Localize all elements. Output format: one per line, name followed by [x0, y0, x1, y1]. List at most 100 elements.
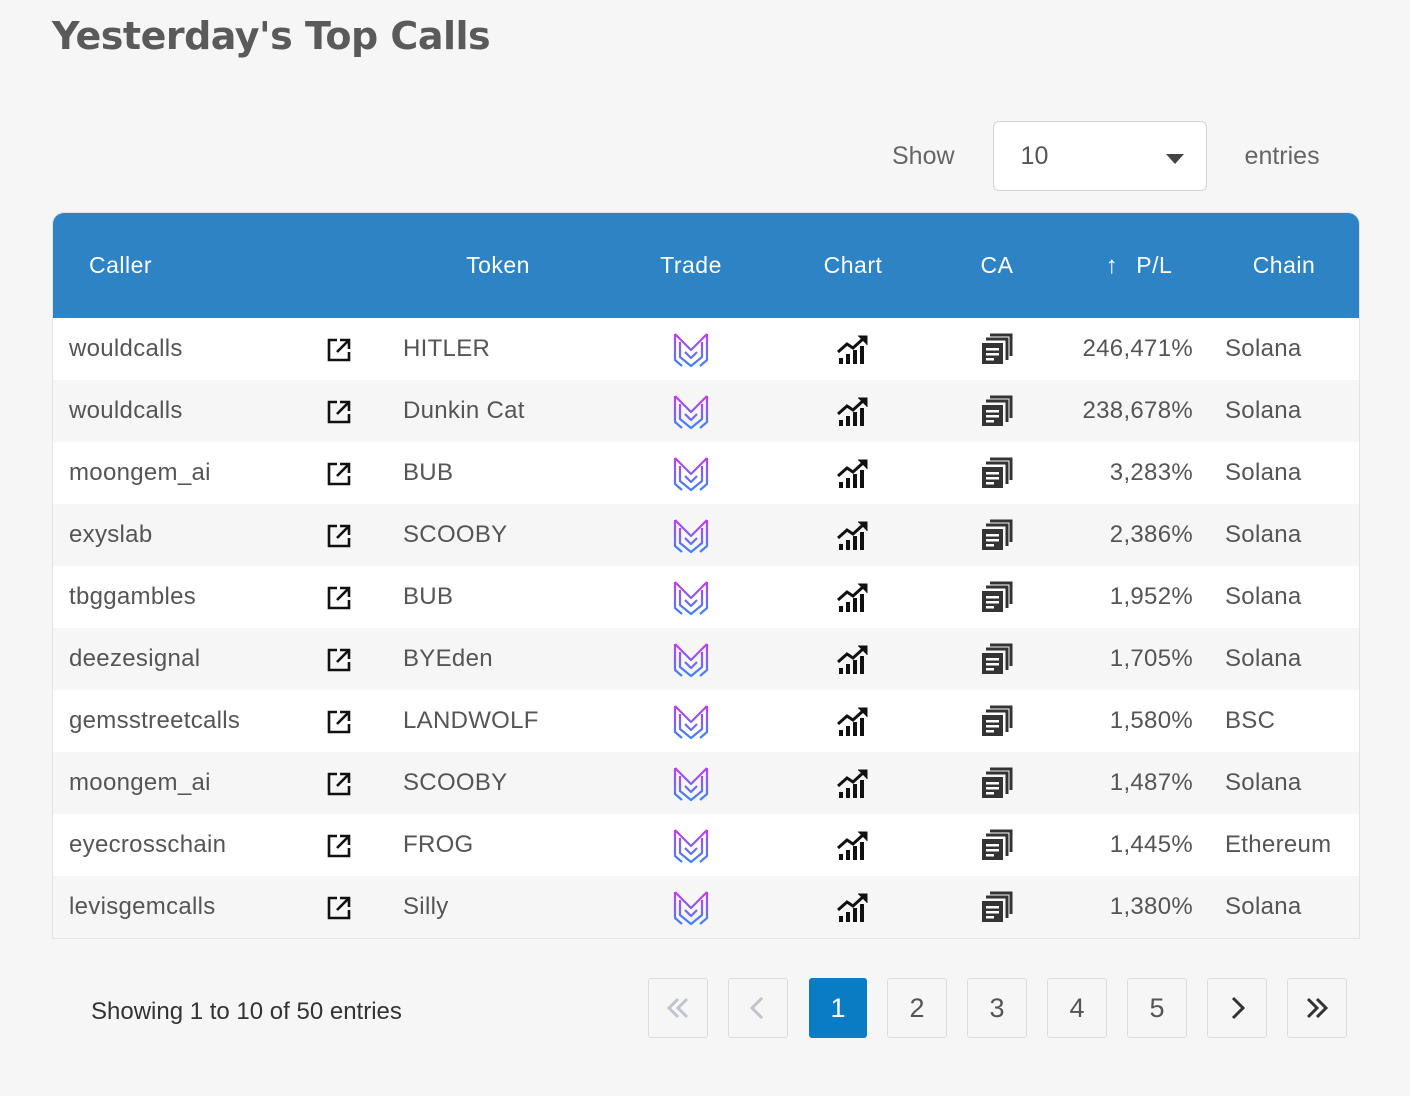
caller-cell[interactable]: wouldcalls [69, 397, 183, 424]
trade-button[interactable] [601, 566, 781, 628]
chain-cell: Solana [1225, 397, 1302, 424]
caller-cell[interactable]: gemsstreetcalls [69, 707, 241, 734]
trade-button[interactable] [601, 442, 781, 504]
trade-button[interactable] [601, 504, 781, 566]
double-chevron-left-icon [666, 997, 689, 1019]
chart-button[interactable] [781, 442, 925, 504]
header-chain[interactable]: Chain [1252, 252, 1316, 278]
copy-icon [982, 767, 1013, 798]
copy-ca-button[interactable] [925, 504, 1069, 566]
copy-ca-button[interactable] [925, 628, 1069, 690]
trade-button[interactable] [601, 318, 781, 380]
header-chart[interactable]: Chart [823, 252, 883, 278]
copy-icon [982, 705, 1013, 736]
caller-cell[interactable]: moongem_ai [69, 769, 211, 796]
first-page-button[interactable] [648, 978, 708, 1038]
trade-button[interactable] [601, 628, 781, 690]
pl-cell: 246,471% [1082, 335, 1193, 362]
header-pl[interactable]: ↑ P/L [1069, 213, 1209, 318]
pl-cell: 2,386% [1109, 521, 1193, 548]
copy-ca-button[interactable] [925, 752, 1069, 814]
open-caller-link[interactable] [283, 442, 395, 504]
pl-cell: 238,678% [1082, 397, 1193, 424]
copy-ca-button[interactable] [925, 566, 1069, 628]
pl-cell: 1,445% [1109, 831, 1193, 858]
trade-button[interactable] [601, 690, 781, 752]
pl-cell: 1,952% [1109, 583, 1193, 610]
trade-button[interactable] [601, 380, 781, 442]
chart-growth-icon [837, 769, 868, 798]
trade-logo-icon [673, 767, 709, 802]
chain-cell: Solana [1225, 893, 1302, 920]
header-ca[interactable]: CA [980, 252, 1014, 278]
table-info: Showing 1 to 10 of 50 entries [91, 998, 402, 1025]
open-caller-link[interactable] [283, 504, 395, 566]
page-2-button[interactable]: 2 [887, 978, 947, 1038]
copy-icon [982, 581, 1013, 612]
table-row: deezesignal BYEden 1,705% Solana [53, 628, 1359, 690]
open-caller-link[interactable] [283, 814, 395, 876]
chart-button[interactable] [781, 318, 925, 380]
open-caller-link[interactable] [283, 752, 395, 814]
chart-growth-icon [837, 521, 868, 550]
trade-button[interactable] [601, 752, 781, 814]
previous-page-button[interactable] [728, 978, 788, 1038]
chain-cell: Solana [1225, 459, 1302, 486]
copy-ca-button[interactable] [925, 442, 1069, 504]
table-row: moongem_ai BUB 3,283% Solana [53, 442, 1359, 504]
token-cell: HITLER [403, 335, 491, 362]
caller-cell[interactable]: tbggambles [69, 583, 197, 610]
chart-button[interactable] [781, 876, 925, 938]
chart-button[interactable] [781, 504, 925, 566]
open-caller-link[interactable] [283, 380, 395, 442]
page-1-button[interactable]: 1 [809, 978, 867, 1038]
caller-cell[interactable]: eyecrosschain [69, 831, 227, 858]
open-caller-link[interactable] [283, 690, 395, 752]
pl-cell: 1,705% [1109, 645, 1193, 672]
page-3-button[interactable]: 3 [967, 978, 1027, 1038]
copy-icon [982, 333, 1013, 364]
copy-icon [982, 643, 1013, 674]
header-caller[interactable]: Caller [89, 252, 153, 278]
chart-growth-icon [837, 831, 868, 860]
header-trade[interactable]: Trade [660, 252, 722, 278]
caller-cell[interactable]: exyslab [69, 521, 153, 548]
table-row: exyslab SCOOBY 2,386% Solana [53, 504, 1359, 566]
open-caller-link[interactable] [283, 876, 395, 938]
chart-button[interactable] [781, 690, 925, 752]
pl-cell: 1,380% [1109, 893, 1193, 920]
copy-ca-button[interactable] [925, 690, 1069, 752]
token-cell: Silly [403, 893, 449, 920]
chart-button[interactable] [781, 814, 925, 876]
copy-ca-button[interactable] [925, 814, 1069, 876]
entries-per-page-select[interactable]: 10 [992, 121, 1207, 191]
chart-button[interactable] [781, 752, 925, 814]
copy-ca-button[interactable] [925, 380, 1069, 442]
caller-cell[interactable]: moongem_ai [69, 459, 211, 486]
chevron-left-icon [749, 996, 764, 1020]
open-caller-link[interactable] [283, 566, 395, 628]
pl-cell: 1,487% [1109, 769, 1193, 796]
chart-growth-icon [837, 459, 868, 488]
chart-button[interactable] [781, 628, 925, 690]
external-link-icon [327, 834, 351, 857]
caller-cell[interactable]: wouldcalls [69, 335, 183, 362]
copy-ca-button[interactable] [925, 876, 1069, 938]
trade-button[interactable] [601, 876, 781, 938]
header-token[interactable]: Token [466, 252, 530, 278]
chart-button[interactable] [781, 380, 925, 442]
table-row: wouldcalls Dunkin Cat 238,678% Solana [53, 380, 1359, 442]
chart-button[interactable] [781, 566, 925, 628]
caller-cell[interactable]: levisgemcalls [69, 893, 216, 920]
trade-button[interactable] [601, 814, 781, 876]
last-page-button[interactable] [1287, 978, 1347, 1038]
trade-logo-icon [673, 891, 709, 926]
caller-cell[interactable]: deezesignal [69, 645, 201, 672]
next-page-button[interactable] [1207, 978, 1267, 1038]
page-5-button[interactable]: 5 [1127, 978, 1187, 1038]
chain-cell: BSC [1225, 707, 1276, 734]
copy-ca-button[interactable] [925, 318, 1069, 380]
open-caller-link[interactable] [283, 318, 395, 380]
page-4-button[interactable]: 4 [1047, 978, 1107, 1038]
open-caller-link[interactable] [283, 628, 395, 690]
